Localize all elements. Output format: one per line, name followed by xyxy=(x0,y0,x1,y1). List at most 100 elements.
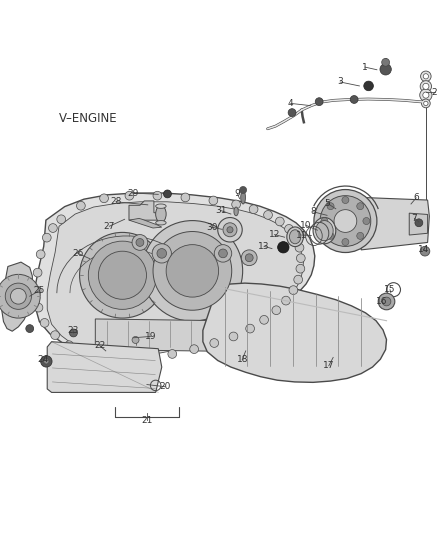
Circle shape xyxy=(364,81,373,91)
Text: 20: 20 xyxy=(159,382,171,391)
Ellipse shape xyxy=(313,217,336,244)
Circle shape xyxy=(223,223,237,237)
Ellipse shape xyxy=(155,221,166,225)
Circle shape xyxy=(249,205,258,214)
Circle shape xyxy=(142,221,243,321)
Circle shape xyxy=(424,101,428,106)
Circle shape xyxy=(145,353,154,361)
Circle shape xyxy=(423,92,429,98)
Circle shape xyxy=(240,187,247,193)
Circle shape xyxy=(136,239,144,246)
Circle shape xyxy=(44,359,49,364)
Text: 10: 10 xyxy=(300,221,312,230)
Circle shape xyxy=(0,274,40,318)
Circle shape xyxy=(227,227,233,233)
Circle shape xyxy=(423,83,429,90)
Circle shape xyxy=(342,197,349,204)
Text: 30: 30 xyxy=(206,223,217,232)
Circle shape xyxy=(163,190,171,198)
Circle shape xyxy=(218,217,242,242)
Circle shape xyxy=(42,233,51,242)
Circle shape xyxy=(420,71,431,82)
Circle shape xyxy=(70,329,78,337)
Circle shape xyxy=(229,332,238,341)
Circle shape xyxy=(382,297,391,306)
Text: 19: 19 xyxy=(145,332,156,341)
Circle shape xyxy=(423,74,428,79)
Text: 17: 17 xyxy=(323,361,335,370)
Circle shape xyxy=(168,350,177,358)
Circle shape xyxy=(285,224,293,233)
Circle shape xyxy=(125,191,134,200)
Circle shape xyxy=(32,286,41,295)
Text: 9: 9 xyxy=(234,189,240,198)
Circle shape xyxy=(88,241,156,309)
Circle shape xyxy=(420,80,431,92)
Polygon shape xyxy=(47,342,162,392)
Circle shape xyxy=(40,319,49,327)
Circle shape xyxy=(260,316,268,324)
Circle shape xyxy=(209,196,218,205)
Circle shape xyxy=(49,224,57,232)
Circle shape xyxy=(420,246,430,256)
Circle shape xyxy=(421,99,430,108)
Text: 8: 8 xyxy=(311,207,316,216)
Circle shape xyxy=(77,201,85,210)
Ellipse shape xyxy=(241,191,246,204)
Text: 23: 23 xyxy=(67,326,79,335)
Circle shape xyxy=(264,211,272,219)
Text: 31: 31 xyxy=(215,206,226,215)
Text: 6: 6 xyxy=(413,193,419,203)
Text: 21: 21 xyxy=(141,416,153,425)
Circle shape xyxy=(65,341,74,350)
Text: 25: 25 xyxy=(34,286,45,295)
Circle shape xyxy=(241,250,257,265)
Polygon shape xyxy=(35,193,315,356)
Circle shape xyxy=(272,306,281,314)
Circle shape xyxy=(320,196,371,246)
Circle shape xyxy=(415,219,423,227)
Circle shape xyxy=(327,203,334,209)
Circle shape xyxy=(289,286,298,294)
Text: 28: 28 xyxy=(110,197,122,206)
Ellipse shape xyxy=(234,207,238,216)
Text: 3: 3 xyxy=(337,77,343,86)
Polygon shape xyxy=(129,219,162,228)
Circle shape xyxy=(5,283,32,309)
Circle shape xyxy=(315,98,323,106)
Circle shape xyxy=(153,191,162,200)
Text: 5: 5 xyxy=(324,199,330,207)
Circle shape xyxy=(214,245,232,262)
Text: 18: 18 xyxy=(237,355,248,364)
Circle shape xyxy=(357,203,364,209)
Ellipse shape xyxy=(287,227,304,247)
Circle shape xyxy=(342,239,349,246)
Text: 11: 11 xyxy=(296,230,307,239)
Circle shape xyxy=(314,190,377,253)
Circle shape xyxy=(81,348,90,357)
Ellipse shape xyxy=(290,230,301,244)
Polygon shape xyxy=(361,197,429,250)
Circle shape xyxy=(123,353,131,362)
Polygon shape xyxy=(129,201,162,220)
Polygon shape xyxy=(95,319,260,352)
Circle shape xyxy=(26,325,34,333)
Circle shape xyxy=(357,232,364,239)
Circle shape xyxy=(99,251,146,300)
Circle shape xyxy=(378,293,395,310)
Circle shape xyxy=(334,209,357,232)
Circle shape xyxy=(380,63,391,75)
Ellipse shape xyxy=(155,204,166,208)
Circle shape xyxy=(420,89,432,101)
Circle shape xyxy=(219,249,227,258)
Circle shape xyxy=(34,303,43,312)
Circle shape xyxy=(276,217,284,226)
Circle shape xyxy=(36,250,45,259)
Text: 15: 15 xyxy=(384,285,396,294)
Text: 7: 7 xyxy=(412,214,417,223)
Circle shape xyxy=(294,275,303,284)
Circle shape xyxy=(41,356,52,367)
Text: V–ENGINE: V–ENGINE xyxy=(59,112,118,125)
Polygon shape xyxy=(409,213,427,235)
Circle shape xyxy=(296,264,305,273)
